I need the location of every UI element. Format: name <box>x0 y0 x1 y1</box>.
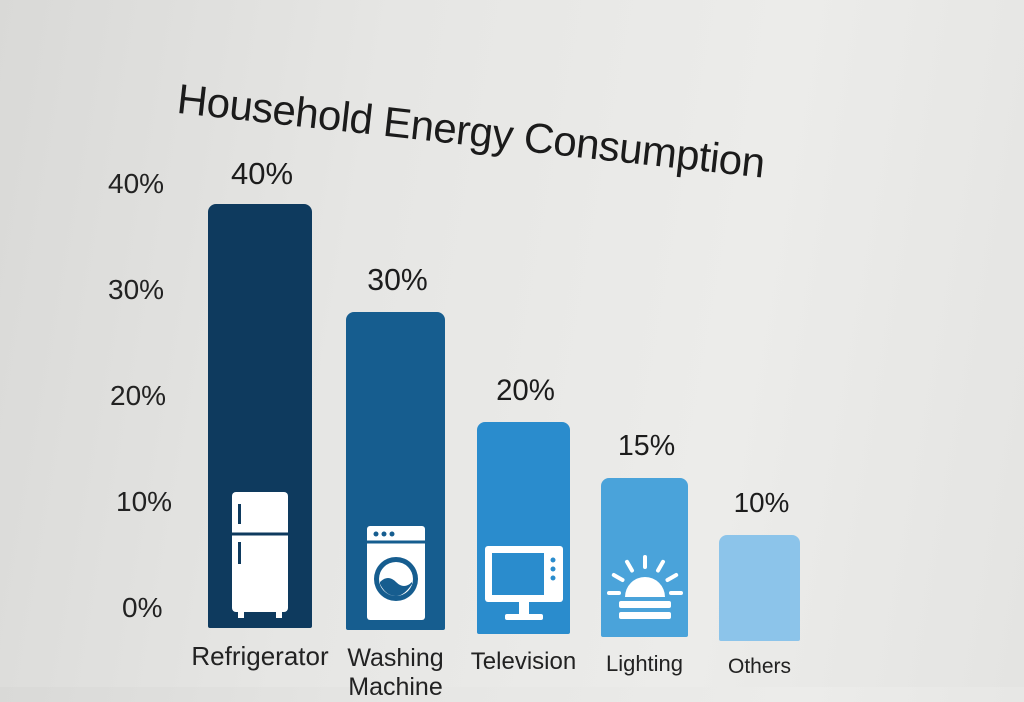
bar-others <box>719 535 800 641</box>
y-tick-label: 10% <box>116 486 173 517</box>
category-label: Others <box>727 655 792 678</box>
bar-value-label: 30% <box>367 264 428 297</box>
y-tick-label: 40% <box>108 168 165 199</box>
chart-area: Household Energy Consumption 0% 10% 20% 30%… <box>108 75 800 701</box>
category-label: Washing Machine <box>347 644 444 701</box>
bar-value-label: 15% <box>617 430 676 462</box>
y-tick-label: 20% <box>110 380 167 411</box>
y-tick-label: 30% <box>108 274 165 305</box>
lighting-icon <box>606 555 683 619</box>
category-label: Lighting <box>605 651 684 676</box>
category-label: Refrigerator <box>191 641 329 671</box>
y-tick-label: 0% <box>122 592 163 623</box>
bar-value-label: 20% <box>496 374 555 407</box>
bar-value-label: 10% <box>733 487 790 518</box>
refrigerator-icon <box>232 492 288 618</box>
category-label: Television <box>470 648 577 675</box>
television-icon <box>484 546 563 620</box>
bar-value-label: 40% <box>230 156 294 191</box>
washing-machine-icon <box>366 526 425 620</box>
